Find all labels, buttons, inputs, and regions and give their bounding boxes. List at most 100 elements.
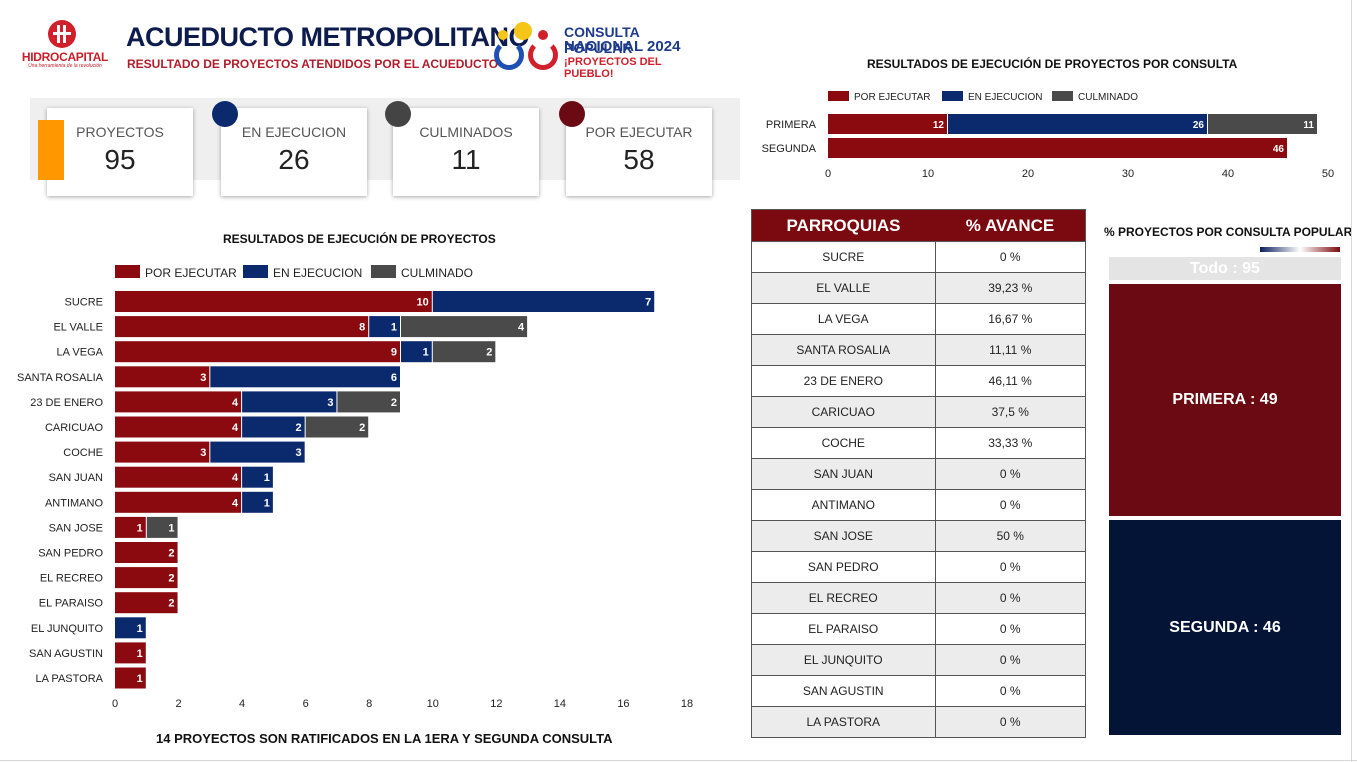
data-label-san-agustin-por-ejecutar: 1 — [137, 648, 143, 660]
cell-parroquia: LA VEGA — [751, 303, 936, 335]
treemap-total: Todo : 95 — [1109, 257, 1341, 280]
kpi-value: 26 — [278, 144, 310, 175]
chart-consulta-title: RESULTADOS DE EJECUCIÓN DE PROYECTOS POR… — [867, 57, 1238, 71]
data-label-23-de-enero-culminado: 2 — [391, 397, 397, 409]
logo-tagline: Una herramienta de la revolución — [28, 63, 102, 69]
data-label-coche-por-ejecutar: 3 — [200, 447, 206, 459]
cell-parroquia: EL RECREO — [751, 582, 936, 614]
figure-blue-icon — [494, 40, 524, 70]
bar-san-agustin-por-ejecutar — [115, 642, 146, 664]
bar-la-vega-culminado — [432, 341, 496, 363]
avance-table: PARROQUIAS % AVANCE SUCRE 0 % EL VALLE 39,2… — [751, 209, 1086, 738]
bar-primera-por-ejecutar — [828, 114, 947, 134]
table-row: LA VEGA 16,67 % — [751, 303, 1086, 335]
bar-el-valle-culminado — [401, 316, 528, 338]
consulta-line3: ¡PROYECTOS DEL PUEBLO! — [564, 56, 662, 80]
bar-coche-en-ejecucion — [210, 441, 305, 463]
data-label-sucre-en-ejecucion: 7 — [645, 297, 651, 309]
data-label-23-de-enero-por-ejecutar: 4 — [232, 397, 239, 409]
table-row: ANTIMANO 0 % — [751, 489, 1086, 521]
hidrocapital-logo: HIDROCAPITAL Una herramienta de la revol… — [20, 20, 110, 70]
data-label-santa-rosalia-por-ejecutar: 3 — [200, 372, 206, 384]
data-label-san-jose-culminado: 1 — [168, 522, 174, 534]
page-border — [1351, 0, 1352, 762]
bar-segunda-por-ejecutar — [828, 138, 1287, 158]
bar-el-recreo-por-ejecutar — [115, 567, 178, 589]
cell-parroquia: 23 DE ENERO — [751, 365, 936, 397]
category-label-santa-rosalia: SANTA ROSALIA — [17, 372, 104, 384]
category-label-antimano: ANTIMANO — [45, 497, 104, 509]
cell-parroquia: SAN PEDRO — [751, 551, 936, 583]
x-tick-label: 2 — [175, 698, 181, 710]
kpi-value: 11 — [451, 144, 481, 175]
bar-san-juan-por-ejecutar — [115, 466, 242, 488]
bar-caricuao-en-ejecucion — [242, 416, 305, 438]
table-row: SAN JOSE 50 % — [751, 520, 1086, 552]
x-tick-label: 10 — [922, 168, 934, 180]
kpi-card-en-ejecucion: EN EJECUCION 26 — [221, 108, 367, 196]
bar-23-de-enero-culminado — [337, 391, 400, 413]
legend-label-culminado: CULMINADO — [401, 266, 473, 280]
table-row: SAN PEDRO 0 % — [751, 551, 1086, 583]
legend-swatch-en-ejecucion — [942, 91, 963, 101]
legend-swatch-en-ejecucion — [243, 265, 268, 278]
legend-swatch-por-ejecutar — [828, 91, 849, 101]
category-label-coche: COCHE — [63, 447, 103, 459]
cell-avance: 16,67 % — [934, 303, 1086, 335]
x-tick-label: 30 — [1122, 168, 1134, 180]
kpi-value: 58 — [623, 144, 655, 175]
data-label-sucre-por-ejecutar: 10 — [417, 297, 429, 309]
data-label-san-juan-por-ejecutar: 4 — [232, 472, 239, 484]
x-tick-label: 20 — [1022, 168, 1034, 180]
data-label-el-paraiso-por-ejecutar: 2 — [168, 598, 174, 610]
data-label-primera-en-ejecucion: 26 — [1193, 120, 1205, 131]
cell-parroquia: LA PASTORA — [751, 706, 936, 738]
en-ejecucion-dot-icon — [212, 101, 238, 127]
figure-small-yellow-icon — [498, 30, 508, 40]
kpi-card-proyectos: PROYECTOS 95 — [47, 108, 193, 196]
consulta-line2: NACIONAL 2024 — [564, 38, 681, 55]
x-tick-label: 8 — [366, 698, 372, 710]
bar-san-pedro-por-ejecutar — [115, 542, 178, 563]
data-label-el-valle-en-ejecucion: 1 — [391, 322, 397, 334]
bar-primera-culminado — [1208, 114, 1317, 134]
data-label-antimano-en-ejecucion: 1 — [264, 497, 270, 509]
category-label-san-agustin: SAN AGUSTIN — [29, 648, 103, 660]
x-tick-label: 0 — [825, 168, 831, 180]
cell-avance: 0 % — [934, 706, 1086, 738]
bar-la-vega-en-ejecucion — [401, 341, 432, 363]
data-label-el-valle-culminado: 4 — [518, 322, 525, 334]
category-label-el-junquito: EL JUNQUITO — [31, 623, 104, 635]
treemap-segunda[interactable]: SEGUNDA : 46 — [1109, 520, 1341, 735]
bar-la-pastora-por-ejecutar — [115, 667, 146, 689]
cell-avance: 33,33 % — [934, 427, 1086, 459]
cell-parroquia: CARICUAO — [751, 396, 936, 428]
legend-swatch-culminado — [1052, 91, 1073, 101]
kpi-value: 95 — [104, 144, 136, 175]
page-subtitle: RESULTADO DE PROYECTOS ATENDIDOS POR EL … — [127, 57, 499, 71]
data-label-san-pedro-por-ejecutar: 2 — [168, 548, 174, 560]
bar-primera-en-ejecucion — [948, 114, 1207, 134]
legend-label-en-ejecucion: EN EJECUCION — [273, 266, 362, 280]
bar-el-paraiso-por-ejecutar — [115, 592, 178, 614]
x-tick-label: 50 — [1322, 168, 1334, 180]
hidrocapital-emblem-icon — [48, 20, 76, 48]
category-label-el-recreo: EL RECREO — [40, 573, 104, 585]
table-row: EL RECREO 0 % — [751, 582, 1086, 614]
data-label-la-vega-en-ejecucion: 1 — [423, 347, 429, 359]
x-tick-label: 18 — [681, 698, 693, 710]
x-tick-label: 6 — [303, 698, 309, 710]
cell-parroquia: SUCRE — [751, 241, 936, 273]
data-label-23-de-enero-en-ejecucion: 3 — [327, 397, 333, 409]
table-row: EL VALLE 39,23 % — [751, 272, 1086, 304]
data-label-caricuao-culminado: 2 — [359, 422, 365, 434]
treemap-primera[interactable]: PRIMERA : 49 — [1109, 284, 1341, 516]
category-label-el-paraiso: EL PARAISO — [39, 598, 104, 610]
chart-parroquias: POR EJECUTAR EN EJECUCION CULMINADO 0 2 4 6 8 10… — [17, 265, 693, 710]
data-label-coche-en-ejecucion: 3 — [296, 447, 302, 459]
legend-label-culminado: CULMINADO — [1078, 92, 1138, 103]
data-label-caricuao-por-ejecutar: 4 — [232, 422, 239, 434]
cell-avance: 0 % — [934, 489, 1086, 521]
cell-avance: 0 % — [934, 613, 1086, 645]
data-label-el-recreo-por-ejecutar: 2 — [168, 573, 174, 585]
